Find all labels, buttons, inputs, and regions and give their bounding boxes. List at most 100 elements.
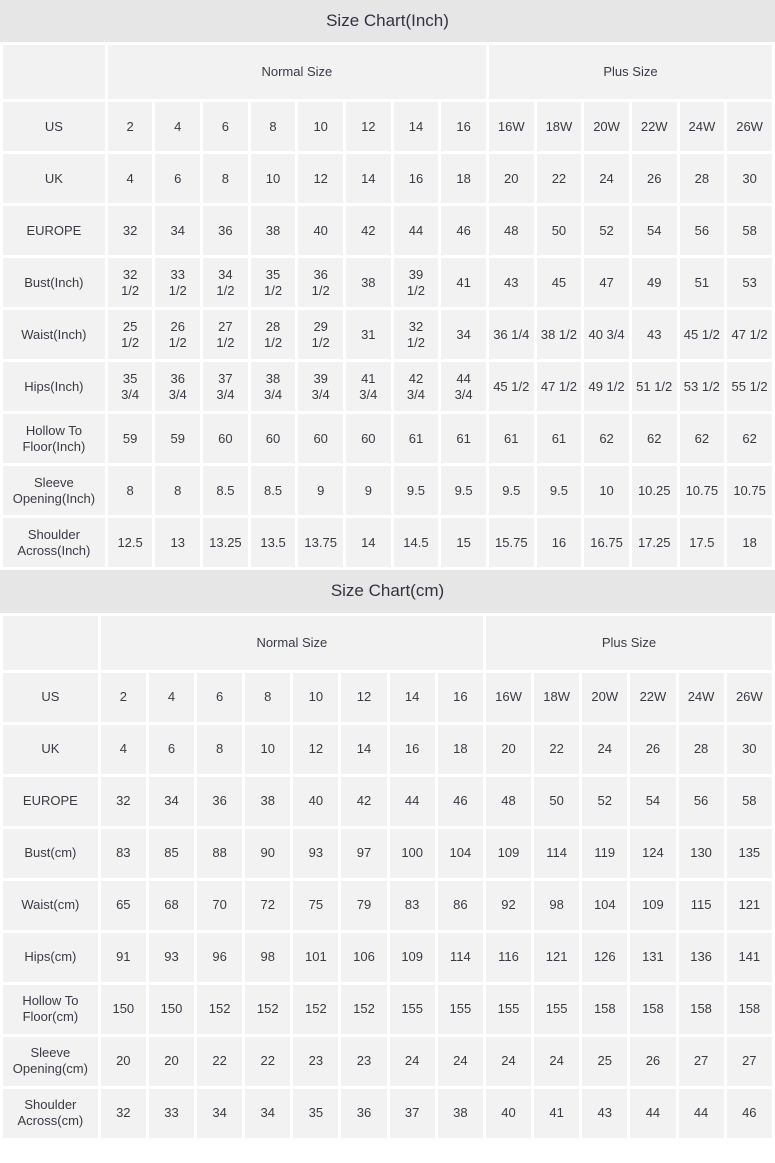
table-cell: 88: [197, 828, 243, 878]
table-cell: 16: [536, 518, 582, 568]
table-cell: 15.75: [488, 518, 534, 568]
group-header: Normal Size: [100, 615, 483, 670]
table-cell: 18: [441, 154, 486, 204]
table-cell: 46: [726, 1088, 772, 1138]
table-cell: 59: [155, 414, 201, 464]
value-fraction: 3/4: [168, 386, 187, 402]
table-cell: 29 1/2: [298, 310, 343, 360]
table-cell: 9: [346, 466, 391, 516]
table-cell: 158: [678, 984, 724, 1034]
table-row: Hips(Inch) 35 3/4 36 3/4 37 3/4 38 3/4 39 3/4 41 3/4…: [3, 362, 772, 412]
table-cell: 18W: [536, 102, 582, 152]
table-cell: 36: [197, 776, 243, 826]
row-label: US: [3, 102, 105, 152]
row-label: UK: [3, 724, 98, 774]
table-cell: 75: [293, 880, 339, 930]
table-cell: 10: [245, 724, 291, 774]
table-cell: 54: [631, 206, 677, 256]
value-whole: 41: [361, 370, 376, 386]
table-cell: 16: [437, 672, 483, 722]
table-cell: 155: [485, 984, 532, 1034]
table-cell: 50: [536, 206, 582, 256]
table-cell: 44: [630, 1088, 676, 1138]
table-cell: 34: [197, 1088, 243, 1138]
table-row: Bust(cm) 83 85 88 90 93 97 100 104 109 114 119 124 13…: [3, 828, 772, 878]
table-cell: 136: [678, 932, 724, 982]
value-fraction: 1/2: [406, 282, 425, 298]
table-cell: 58: [726, 776, 772, 826]
value-whole: 39: [408, 266, 424, 282]
table-row: EUROPE 32 34 36 38 40 42 44 46 48 50 52 54 56 58: [3, 776, 772, 826]
table-cell: 34 1/2: [203, 258, 248, 308]
table-cell: 20W: [582, 672, 628, 722]
value-fraction: 3/4: [406, 386, 425, 402]
table-cell: 60: [203, 414, 248, 464]
table-cell: 150: [100, 984, 146, 1034]
table-cell: 47: [584, 258, 629, 308]
table-cell: 93: [148, 932, 195, 982]
value-whole: 42: [408, 370, 424, 386]
table-cell: 35: [293, 1088, 339, 1138]
table-cell: 12: [341, 672, 387, 722]
table-cell: 10.75: [679, 466, 725, 516]
table-cell: 119: [582, 828, 628, 878]
table-cell: 44: [389, 776, 435, 826]
table-cell: 47 1/2: [536, 362, 582, 412]
value-fraction: 1/2: [168, 334, 187, 350]
table-row: Shoulder Across(Inch) 12.5 13 13.25 13.5 13.7…: [3, 518, 772, 568]
table-cell: 34: [441, 310, 486, 360]
table-row: Waist(cm) 65 68 70 72 75 79 83 86 92 98 104 109 115 12…: [3, 880, 772, 930]
row-label: Shoulder Across(cm): [3, 1088, 98, 1138]
table-cell: 126: [582, 932, 628, 982]
table-cell: 114: [534, 828, 580, 878]
group-header: Plus Size: [485, 615, 772, 670]
row-label: Sleeve Opening(Inch): [3, 466, 105, 516]
size-table-inch: Normal Size Plus Size US 2 4 6 8 10 12 14 16 16W 18W…: [0, 42, 775, 571]
value-whole: 26: [170, 318, 185, 334]
table-cell: 40 3/4: [584, 310, 629, 360]
row-label: Shoulder Across(Inch): [3, 518, 105, 568]
table-cell: 38: [250, 206, 296, 256]
table-cell: 48: [485, 776, 532, 826]
table-row: UK 4 6 8 10 12 14 16 18 20 22 24 26 28 30: [3, 724, 772, 774]
row-label: Hollow To Floor(cm): [3, 984, 98, 1034]
value-fraction: 1/2: [264, 334, 283, 350]
value-fraction: 3/4: [311, 386, 330, 402]
table-cell: 10: [250, 154, 296, 204]
table-cell: 121: [726, 880, 772, 930]
table-cell: 104: [437, 828, 483, 878]
table-cell: 45: [536, 258, 582, 308]
table-cell: 43: [631, 310, 677, 360]
row-label: Sleeve Opening(cm): [3, 1036, 98, 1086]
table-cell: 33 1/2: [155, 258, 201, 308]
table-cell: 2: [100, 672, 146, 722]
table-cell: 109: [485, 828, 532, 878]
table-cell: 72: [245, 880, 291, 930]
table-cell: 98: [245, 932, 291, 982]
table-cell: 20: [488, 154, 534, 204]
table-cell: 44 3/4: [441, 362, 486, 412]
group-header-row: Normal Size Plus Size: [3, 615, 772, 670]
table-corner-cell: [3, 615, 98, 670]
table-cell: 12.5: [107, 518, 153, 568]
group-header-row: Normal Size Plus Size: [3, 45, 772, 100]
value-fraction: 1/2: [168, 282, 187, 298]
table-cell: 36 1/2: [298, 258, 343, 308]
table-cell: 22: [245, 1036, 291, 1086]
table-cell: 35 1/2: [250, 258, 296, 308]
table-cell: 20: [485, 724, 532, 774]
table-cell: 38 1/2: [536, 310, 582, 360]
table-cell: 16W: [488, 102, 534, 152]
table-cell: 28: [679, 154, 725, 204]
size-chart-block-inch: Size Chart(Inch) Normal Size Plus Size US 2 4…: [0, 0, 775, 571]
row-label: Bust(cm): [3, 828, 98, 878]
table-cell: 38: [346, 258, 391, 308]
table-cell: 14: [393, 102, 439, 152]
table-cell: 13.5: [250, 518, 296, 568]
table-cell: 18: [437, 724, 483, 774]
table-cell: 70: [197, 880, 243, 930]
table-cell: 152: [293, 984, 339, 1034]
table-cell: 24: [485, 1036, 532, 1086]
table-cell: 8.5: [250, 466, 296, 516]
row-label: Bust(Inch): [3, 258, 105, 308]
